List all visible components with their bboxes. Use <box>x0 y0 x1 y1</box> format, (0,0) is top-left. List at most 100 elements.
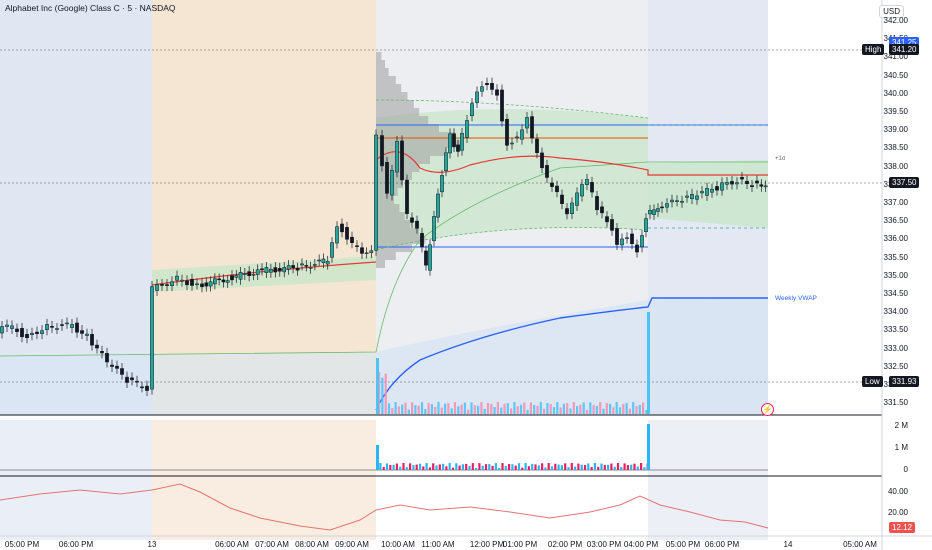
candle-body <box>221 279 226 283</box>
volume-bar <box>513 402 516 414</box>
candle-body <box>75 322 79 333</box>
candle-body <box>648 210 652 215</box>
volume-bar <box>609 403 612 414</box>
candle-body <box>470 103 474 117</box>
volume-bar <box>537 465 540 470</box>
volume-profile-bar <box>376 84 402 92</box>
time-axis-label: 04:00 PM <box>623 540 659 549</box>
candle-body <box>360 247 364 254</box>
volume-bar <box>547 463 550 470</box>
volume-profile-bar <box>376 220 411 228</box>
volume-bar <box>521 467 524 470</box>
volume-bar <box>527 466 530 470</box>
volume-profile-bar <box>376 204 400 212</box>
low-value: 331.93 <box>889 376 920 387</box>
premarket-session-bg <box>152 0 376 415</box>
volume-bar <box>622 403 625 414</box>
candle-body <box>400 140 404 181</box>
volume-bar <box>382 466 385 470</box>
candle-body <box>740 177 744 180</box>
candle-body <box>170 281 174 286</box>
price-axis-label: 336.00 <box>883 234 908 244</box>
volume-bar <box>430 404 433 414</box>
volume-bar <box>425 463 428 470</box>
candle-body <box>490 82 494 90</box>
candle-body <box>700 191 704 194</box>
candle-body <box>95 344 99 349</box>
candle-body <box>440 175 444 193</box>
price-axis-label: 337.00 <box>883 198 908 207</box>
candle-body <box>195 283 199 286</box>
candle-body <box>610 219 614 231</box>
candle-body <box>660 206 664 209</box>
candle-body <box>190 278 194 286</box>
time-axis-label: 03:00 PM <box>586 540 622 549</box>
volume-bar <box>405 467 408 470</box>
volume-bar <box>397 406 400 414</box>
price-axis-label: 333.00 <box>883 343 908 353</box>
currency-label[interactable]: USD <box>879 5 904 18</box>
lower-premarket-bg <box>152 420 376 540</box>
volume-bar <box>612 407 615 414</box>
volume-bar <box>557 464 560 470</box>
volume-profile-bar <box>376 260 385 268</box>
volume-profile-bar <box>376 116 429 124</box>
vwap-lower-area <box>0 352 376 415</box>
vwap-area <box>376 298 768 415</box>
volume-bar <box>422 466 425 470</box>
time-axis-label: 01:00 PM <box>502 540 538 549</box>
volume-bar <box>444 403 447 414</box>
candle-body <box>500 89 504 122</box>
candle-body <box>155 284 159 291</box>
volume-bar <box>460 404 463 414</box>
upper-band-line <box>375 99 649 119</box>
lightning-icon[interactable]: ⚡ <box>761 403 774 416</box>
volume-bar <box>384 373 387 414</box>
volume-bar <box>572 402 575 414</box>
volume-bar <box>491 465 494 470</box>
candle-body <box>325 261 330 265</box>
candle-body <box>750 185 754 187</box>
candle-body <box>317 259 321 262</box>
candle-body <box>595 196 599 211</box>
candle-body <box>670 199 674 203</box>
volume-bar <box>610 463 613 470</box>
volume-bar <box>602 408 605 414</box>
volume-bar <box>597 466 600 470</box>
volume-bar <box>593 463 596 470</box>
volume-bar <box>510 408 513 414</box>
volume-profile-bar <box>376 108 420 116</box>
candle-body <box>555 185 559 193</box>
time-axis-label: 08:00 AM <box>295 540 329 549</box>
volume-bar <box>473 405 476 414</box>
candle-body <box>185 280 189 286</box>
candle-body <box>225 280 230 283</box>
candle-body <box>100 351 104 354</box>
level-tag-341-25: 341.25 <box>889 37 920 48</box>
price-axis-label: 339.50 <box>883 107 908 116</box>
candle-body <box>405 179 409 214</box>
volume-bar <box>592 404 595 414</box>
candle-body <box>125 376 129 383</box>
weekly-vwap-line <box>375 297 768 411</box>
volume-bar <box>544 467 547 470</box>
volume-bar <box>379 463 382 470</box>
volume-bar <box>559 407 562 414</box>
price-axis-label: 342.00 <box>883 16 908 25</box>
candle-body <box>160 284 164 286</box>
candle-body <box>260 268 264 271</box>
volume-bar <box>605 403 608 414</box>
volume-bar <box>633 463 636 470</box>
symbol-title[interactable]: Alphabet Inc (Google) Class C · 5 · NASD… <box>5 3 176 13</box>
volume-bar <box>376 358 379 414</box>
price-axis-label: 340.00 <box>883 88 908 98</box>
time-axis-label: 13 <box>147 540 157 549</box>
sd-band-label: +1σ <box>775 156 786 162</box>
candle-body <box>180 279 184 282</box>
volume-bar <box>570 463 573 470</box>
volume-bar <box>643 467 646 470</box>
volume-bar <box>607 464 610 470</box>
volume-bar <box>533 405 536 414</box>
